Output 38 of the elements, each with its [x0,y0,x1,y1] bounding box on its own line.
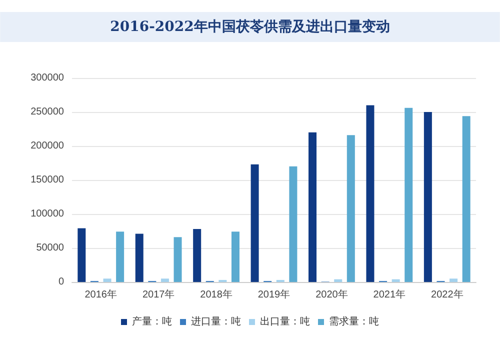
y-tick-label: 150000 [30,174,64,186]
bar [392,279,400,282]
legend-label: 出口量：吨 [260,316,310,328]
bar [174,237,182,282]
bar [346,135,355,282]
legend-label: 产量：吨 [132,316,172,328]
chart-title: 2016-2022年中国茯苓供需及进出口量变动 [110,18,390,35]
bar [289,166,298,282]
y-tick-label: 300000 [30,72,64,84]
x-tick-label: 2020年 [316,288,348,300]
y-tick-label: 50000 [36,242,64,254]
x-tick-label: 2016年 [84,288,117,300]
y-tick-label: 200000 [30,140,64,152]
bar [366,105,374,282]
bar [450,278,458,282]
bar [462,116,470,282]
bar [404,108,413,282]
x-tick-label: 2022年 [431,288,464,300]
bar [424,112,432,282]
bar [193,228,202,282]
x-tick-label: 2017年 [142,288,175,300]
bar [116,232,124,282]
bar [160,278,169,282]
bar [78,228,86,282]
bar [250,164,259,282]
y-tick-label: 0 [58,276,64,288]
x-tick-label: 2019年 [258,288,290,300]
x-tick-label: 2021年 [373,288,406,300]
legend-label: 需求量：吨 [329,316,379,328]
legend-label: 进口量：吨 [191,316,241,328]
bar [231,232,240,282]
y-tick-label: 250000 [30,106,64,118]
bar [334,279,342,282]
bar [135,234,144,282]
bar [308,132,317,282]
bar [103,278,112,282]
y-tick-label: 100000 [30,208,64,220]
x-tick-label: 2018年 [200,288,232,300]
